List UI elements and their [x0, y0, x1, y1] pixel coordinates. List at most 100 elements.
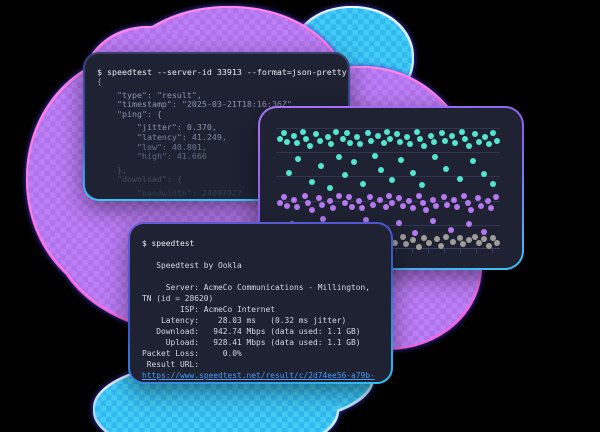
axis-tick: [412, 248, 413, 254]
scatter-dot-cyan-scattered: [351, 159, 358, 166]
terminal-output: Speedtest by Ookla Server: AcmeCo Commun…: [142, 249, 381, 382]
scatter-dot-purple-dense-band: [416, 192, 423, 199]
scatter-dot-purple-dense-band: [377, 196, 384, 203]
scatter-dot-cyan-scattered: [326, 185, 333, 191]
scatter-dot-purple-dense-band: [330, 205, 337, 212]
axis-tick: [396, 248, 397, 254]
scatter-dot-purple-dense-band: [409, 205, 416, 212]
scatter-dot-cyan-dense-band: [475, 138, 482, 145]
scatter-dot-cyan-dense-band: [485, 141, 492, 148]
scatter-dot-purple-scattered: [465, 220, 472, 227]
gridline: [276, 176, 500, 178]
scatter-dot-gray-band: [437, 242, 444, 249]
terminal-line: Latency: 28.03 ms (0.32 ms jitter): [142, 316, 347, 325]
terminal-line: Packet Loss: 0.0%: [142, 349, 242, 358]
scatter-dot-gray-band: [493, 240, 500, 247]
scatter-dot-cyan-dense-band: [340, 136, 347, 143]
scatter-dot-cyan-dense-band: [438, 129, 445, 136]
scatter-dot-purple-dense-band: [302, 192, 309, 199]
scatter-dot-cyan-dense-band: [280, 129, 287, 136]
result-url-link[interactable]: https://www.speedtest.net/result/c/2d74e…: [142, 371, 375, 380]
scatter-dot-cyan-dense-band: [327, 141, 334, 148]
scatter-dot-purple-dense-band: [345, 193, 352, 200]
scatter-dot-cyan-scattered: [443, 165, 450, 172]
scatter-dot-purple-scattered: [396, 219, 403, 226]
terminal-line: Server: AcmeCo Communications - Millingt…: [142, 283, 375, 303]
scatter-dot-cyan-dense-band: [383, 128, 390, 135]
scatter-dot-cyan-scattered: [378, 167, 385, 174]
scatter-dot-purple-dense-band: [335, 192, 342, 199]
scatter-dot-purple-dense-band: [423, 206, 430, 213]
scatter-dot-purple-dense-band: [451, 196, 458, 203]
scatter-dot-purple-dense-band: [488, 205, 495, 212]
scatter-dot-cyan-dense-band: [427, 132, 434, 139]
gridline: [276, 152, 500, 154]
scatter-dot-gray-band: [456, 234, 463, 241]
scatter-dot-cyan-scattered: [335, 154, 342, 161]
scatter-dot-purple-dense-band: [441, 193, 447, 200]
axis-tick: [492, 248, 493, 254]
scatter-dot-purple-scattered: [429, 218, 436, 225]
scatter-dot-purple-dense-band: [444, 201, 451, 208]
scatter-dot-cyan-dense-band: [404, 133, 411, 140]
scatter-dot-purple-dense-band: [355, 197, 362, 204]
scatter-dot-cyan-dense-band: [387, 136, 394, 143]
scatter-dot-purple-dense-band: [477, 202, 484, 209]
scatter-dot-purple-dense-band: [284, 202, 291, 209]
scatter-dot-gray-band: [443, 233, 450, 240]
scatter-dot-cyan-scattered: [308, 178, 315, 185]
scatter-dot-gray-band: [399, 233, 406, 240]
terminal-line: Speedtest by Ookla: [142, 261, 242, 270]
scatter-dot-cyan-dense-band: [393, 131, 400, 138]
scatter-dot-purple-scattered: [481, 228, 488, 235]
scatter-dot-purple-dense-band: [318, 201, 325, 208]
scatter-dot-purple-dense-band: [461, 192, 468, 199]
terminal-command[interactable]: $ speedtest: [142, 239, 195, 248]
axis-tick: [460, 248, 461, 254]
scatter-dot-cyan-dense-band: [448, 132, 455, 139]
scatter-dot-purple-dense-band: [399, 202, 406, 209]
scatter-dot-cyan-scattered: [286, 169, 293, 176]
scatter-dot-cyan-scattered: [398, 156, 405, 163]
scatter-dot-cyan-dense-band: [294, 140, 301, 147]
scatter-dot-cyan-dense-band: [482, 133, 489, 140]
scatter-dot-cyan-dense-band: [364, 129, 371, 136]
scatter-dot-cyan-scattered: [360, 181, 367, 188]
scatter-dot-cyan-scattered: [470, 158, 477, 165]
scatter-dot-purple-scattered: [411, 229, 418, 236]
scatter-dot-cyan-scattered: [418, 182, 425, 189]
scatter-dot-cyan-scattered: [317, 163, 324, 170]
scatter-dot-gray-band: [485, 242, 492, 249]
terminal-line: [142, 249, 381, 260]
scatter-dot-purple-scattered: [447, 227, 454, 234]
scatter-dot-cyan-dense-band: [343, 129, 350, 136]
scatter-dot-purple-dense-band: [484, 197, 491, 204]
scatter-dot-gray-band: [426, 240, 433, 247]
scatter-dot-cyan-dense-band: [414, 128, 421, 135]
scatter-dot-cyan-scattered: [456, 176, 463, 183]
terminal-line: ISP: AcmeCo Internet: [142, 305, 276, 314]
scatter-dot-purple-dense-band: [277, 200, 284, 207]
scatter-dot-cyan-dense-band: [380, 140, 387, 147]
scatter-dot-cyan-dense-band: [417, 136, 424, 143]
scatter-dot-cyan-dense-band: [374, 132, 381, 139]
scatter-dot-purple-dense-band: [454, 204, 461, 211]
scatter-dot-cyan-dense-band: [493, 137, 500, 144]
scatter-dot-gray-band: [409, 237, 416, 244]
scatter-dot-cyan-dense-band: [397, 138, 404, 145]
terminal-command[interactable]: $ speedtest --server-id 33913 --format=j…: [97, 67, 347, 77]
scatter-dot-cyan-dense-band: [313, 131, 320, 138]
scatter-dot-cyan-dense-band: [277, 136, 284, 143]
scatter-dot-purple-dense-band: [382, 204, 389, 211]
axis-tick: [476, 248, 477, 254]
scatter-dot-cyan-scattered: [432, 154, 439, 161]
scatter-dot-cyan-dense-band: [284, 138, 291, 145]
terminal-line: Result URL: https://www.speedtest.net/re…: [142, 359, 381, 382]
terminal-line: Download: 942.74 Mbps (data used: 1.1 GB…: [142, 327, 361, 336]
scatter-dot-purple-dense-band: [342, 200, 349, 207]
scatter-dot-gray-band: [465, 237, 472, 244]
scatter-dot-cyan-dense-band: [324, 133, 331, 140]
scatter-dot-purple-dense-band: [308, 206, 315, 213]
terminal-line: Upload: 928.41 Mbps (data used: 1.1 GB): [142, 338, 361, 347]
